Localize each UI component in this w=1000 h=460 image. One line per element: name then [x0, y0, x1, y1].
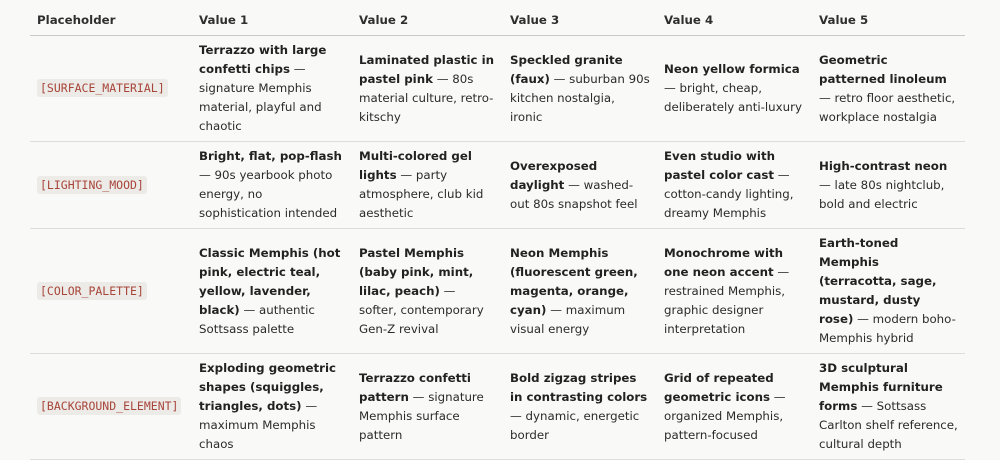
value-title: Terrazzo with large confetti chips: [199, 43, 327, 76]
value-cell: Pastel Memphis (baby pink, mint, lilac, …: [352, 228, 503, 354]
placeholder-cell: [COLOR_PALETTE]: [30, 228, 192, 354]
value-description: — dynamic, energetic border: [510, 408, 640, 442]
value-cell: Terrazzo with large confetti chips — sig…: [192, 35, 352, 142]
value-title: Laminated plastic in pastel pink: [359, 52, 495, 86]
value-cell: Bright, flat, pop-flash — 90s yearbook p…: [192, 141, 352, 229]
header-cell: Value 4: [657, 8, 812, 36]
value-title: Overexposed daylight: [510, 158, 598, 192]
value-description: — restrained Memphis, graphic designer i…: [664, 264, 790, 336]
row: [LIGHTING_MOOD] Bright, flat, pop-flash —…: [30, 141, 965, 229]
value-title: Neon yellow formica: [664, 62, 800, 76]
placeholder: [COLOR_PALETTE]: [37, 281, 147, 300]
table-body: [SURFACE_MATERIAL] Terrazzo with large co…: [30, 35, 965, 460]
placeholder-cell: [SURFACE_MATERIAL]: [30, 35, 192, 142]
value-cell: Bold zigzag stripes in contrasting color…: [503, 353, 657, 460]
value-description: — suburban 90s kitchen nostalgia, ironic: [510, 71, 650, 124]
value-title: Neon Memphis (fluorescent green, magenta…: [510, 245, 638, 317]
value-title: 3D sculptural Memphis furniture forms: [819, 361, 943, 413]
value-title: Earth-toned Memphis (terracotta, sage, m…: [819, 236, 937, 326]
value-cell: Geometric patterned linoleum — retro flo…: [812, 35, 965, 142]
value-cell: Speckled granite (faux) — suburban 90s k…: [503, 35, 657, 142]
placeholder-cell: [LIGHTING_MOOD]: [30, 141, 192, 229]
header-cell: Value 3: [503, 8, 657, 36]
value-cell: Even studio with pastel color cast — cot…: [657, 141, 812, 229]
placeholder: [SURFACE_MATERIAL]: [37, 79, 168, 97]
placeholder: [LIGHTING_MOOD]: [37, 175, 147, 194]
value-description: — maximum visual energy: [510, 302, 626, 336]
value-cell: Terrazzo confetti pattern — signature Me…: [352, 353, 503, 460]
value-title: Terrazzo confetti pattern: [359, 370, 471, 404]
value-cell: Neon Memphis (fluorescent green, magenta…: [503, 228, 657, 354]
header-cell: Placeholder: [30, 8, 192, 36]
value-cell: Classic Memphis (hot pink, electric teal…: [192, 228, 352, 354]
value-title: Bright, flat, pop-flash: [199, 149, 342, 163]
value-description: — late 80s nightclub, bold and electric: [819, 177, 945, 211]
row: [COLOR_PALETTE] Classic Memphis (hot pink…: [30, 228, 965, 354]
value-cell: Overexposed daylight — washed-out 80s sn…: [503, 141, 657, 229]
value-description: — 80s material culture, retro-kitschy: [359, 71, 494, 124]
value-title: Bold zigzag stripes in contrasting color…: [510, 370, 648, 404]
placeholder: [BACKGROUND_ELEMENT]: [37, 397, 182, 415]
placeholder-cell: [BACKGROUND_ELEMENT]: [30, 353, 192, 460]
value-title: Even studio with pastel color cast: [664, 149, 775, 182]
value-title: Geometric patterned linoleum: [819, 52, 947, 86]
value-description: — authentic Sottsass palette: [199, 302, 315, 336]
value-description: — softer, contemporary Gen-Z revival: [359, 283, 484, 336]
value-cell: High-contrast neon — late 80s nightclub,…: [812, 141, 965, 229]
value-cell: Multi-colored gel lights — party atmosph…: [352, 141, 503, 229]
value-description: — modern boho-Memphis hybrid: [819, 312, 956, 345]
value-title: Classic Memphis (hot pink, electric teal…: [199, 245, 341, 317]
value-title: High-contrast neon: [819, 158, 948, 173]
value-cell: Exploding geometric shapes (squiggles, t…: [192, 353, 352, 460]
value-description: — signature Memphis material, playful an…: [199, 62, 322, 133]
value-title: Exploding geometric shapes (squiggles, t…: [199, 361, 337, 413]
value-description: — 90s yearbook photo energy, no sophisti…: [199, 168, 338, 220]
value-title: Pastel Memphis (baby pink, mint, lilac, …: [359, 245, 474, 298]
value-cell: 3D sculptural Memphis furniture forms — …: [812, 353, 965, 460]
value-description: — cotton-candy lighting, dreamy Memphis: [664, 168, 794, 220]
row: [BACKGROUND_ELEMENT] Exploding geometric …: [30, 353, 965, 460]
value-description: — washed-out 80s snapshot feel: [510, 177, 638, 211]
value-title: Monochrome with one neon accent: [664, 245, 784, 279]
value-cell: Laminated plastic in pastel pink — 80s m…: [352, 35, 503, 142]
row: [SURFACE_MATERIAL] Terrazzo with large co…: [30, 35, 965, 142]
value-cell: Neon yellow formica — bright, cheap, del…: [657, 35, 812, 142]
header-cell: Value 5: [812, 8, 965, 36]
header-cell: Value 2: [352, 8, 503, 36]
value-title: Speckled granite (faux): [510, 52, 623, 86]
value-cell: Earth-toned Memphis (terracotta, sage, m…: [812, 228, 965, 354]
value-cell: Monochrome with one neon accent — restra…: [657, 228, 812, 354]
value-description: — retro floor aesthetic, workplace nosta…: [819, 90, 956, 124]
value-title: Grid of repeated geometric icons: [664, 370, 774, 404]
value-title: Multi-colored gel lights: [359, 149, 472, 182]
value-cell: Grid of repeated geometric icons — organ…: [657, 353, 812, 460]
value-description: — bright, cheap, deliberately anti-luxur…: [664, 81, 802, 114]
value-description: — party atmosphere, club kid aesthetic: [359, 168, 484, 220]
header-cell: Value 1: [192, 8, 352, 36]
